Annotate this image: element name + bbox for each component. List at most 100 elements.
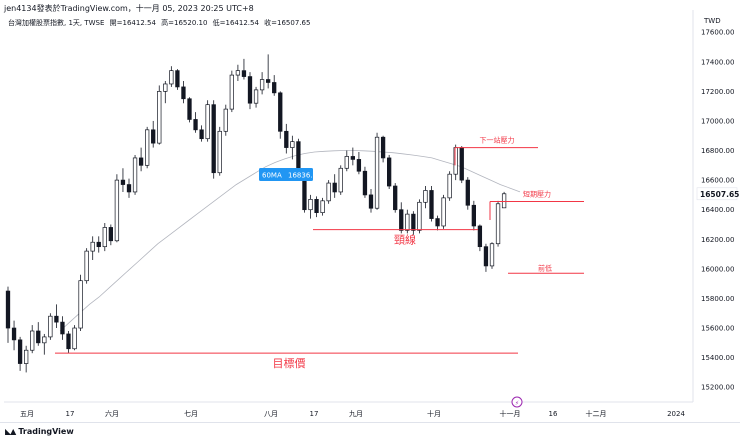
candle-body <box>72 327 77 350</box>
candle-body <box>247 76 253 104</box>
candle-body <box>60 321 65 335</box>
candle-body <box>181 86 186 100</box>
candle-body <box>145 129 150 166</box>
time-tick-label: 六月 <box>105 409 119 418</box>
candle-body <box>42 336 47 344</box>
time-tick-label: 十二月 <box>586 409 607 418</box>
candle-body <box>314 198 319 214</box>
price-tick-label: 15200.00 <box>701 384 734 392</box>
annotation-label: 頸線 <box>394 233 416 247</box>
price-tick-label: 17400.00 <box>701 58 734 66</box>
candle-body <box>54 315 59 323</box>
published-by: jen4134發表於TradingView.com，十一月 05, 2023 2… <box>4 4 254 13</box>
candle-body <box>338 167 343 193</box>
candle-body <box>96 241 101 248</box>
price-tick-label: 17200.00 <box>701 88 734 96</box>
candle-body <box>211 104 216 174</box>
candle-body <box>17 339 23 364</box>
candle-body <box>368 194 374 209</box>
candle-body <box>471 204 476 227</box>
price-tick-label: 16800.00 <box>701 147 734 155</box>
price-tick-label: 16600.00 <box>701 177 734 185</box>
symbol-name[interactable]: 台灣加權股票指數, 1天, TWSE <box>8 19 105 27</box>
candle-body <box>217 130 222 174</box>
ohlc-low: 低=16412.54 <box>212 19 259 27</box>
symbol-legend: 台灣加權股票指數, 1天, TWSE 開=16412.54 高=16520.10… <box>8 18 313 28</box>
ohlc-close: 收=16507.65 <box>264 19 311 27</box>
candle-body <box>362 170 368 196</box>
candle-body <box>266 79 271 83</box>
candle-body <box>205 104 210 140</box>
candle-body <box>66 333 71 350</box>
candle-body <box>163 83 168 92</box>
candle-body <box>326 182 331 202</box>
time-tick-label: 九月 <box>349 409 363 418</box>
candle-body <box>477 225 483 248</box>
candle-body <box>223 108 228 132</box>
time-tick-label: 17 <box>310 410 319 418</box>
candle-body <box>278 92 283 132</box>
candle-body <box>393 185 398 211</box>
candle-body <box>132 157 138 193</box>
annotation-label: 短期壓力 <box>523 190 551 199</box>
candle-body <box>84 250 89 282</box>
ma-tooltip-value: 16836.07 <box>288 172 321 180</box>
candle-body <box>465 179 470 206</box>
event-lightning-icon <box>511 396 523 408</box>
time-tick-label: 十月 <box>427 409 441 418</box>
candle-body <box>320 200 325 214</box>
candle-body <box>175 70 180 88</box>
candle-body <box>411 213 416 231</box>
time-tick-label: 17 <box>66 410 75 418</box>
candle-body <box>157 91 162 144</box>
candle-body <box>387 157 392 187</box>
annotation-label: 前低 <box>538 263 552 272</box>
candle-body <box>399 209 404 231</box>
tradingview-logo-icon: ◣▲ <box>5 427 16 436</box>
ma-tooltip-name: 60MA <box>262 172 282 180</box>
time-tick-label: 五月 <box>20 410 34 418</box>
candle-body <box>429 190 434 219</box>
candle-body <box>151 129 156 144</box>
time-tick-label: 2024 <box>667 410 685 418</box>
annotation-label: 下一站壓力 <box>480 136 515 145</box>
candle-body <box>284 130 289 148</box>
candle-body <box>120 179 126 185</box>
candle-body <box>489 243 495 267</box>
time-tick-label: 16 <box>549 410 558 418</box>
ohlc-open: 開=16412.54 <box>109 19 156 27</box>
candle-body <box>235 70 241 76</box>
time-tick-label: 十一月 <box>500 409 521 418</box>
tradingview-brand[interactable]: ◣▲ TradingView <box>5 427 74 436</box>
candle-body <box>447 173 452 199</box>
candle-body <box>102 227 107 248</box>
price-tick-label: 17600.00 <box>701 29 734 37</box>
candle-body <box>380 136 386 159</box>
candle-body <box>332 182 337 193</box>
candle-body <box>374 136 380 209</box>
price-tick-label: 16400.00 <box>701 206 734 214</box>
price-tick-label: 15800.00 <box>701 295 734 303</box>
price-tick-label: 15600.00 <box>701 325 734 333</box>
candle-body <box>78 280 83 329</box>
candle-body <box>344 156 349 169</box>
candle-body <box>90 241 95 252</box>
candle-body <box>501 193 507 209</box>
candle-body <box>169 70 174 85</box>
candle-body <box>229 74 235 110</box>
candle-body <box>272 82 277 94</box>
candle-body <box>114 179 120 242</box>
price-tick-label: 16200.00 <box>701 236 734 244</box>
candle-body <box>48 315 53 338</box>
candle-body <box>290 141 295 148</box>
candle-body <box>453 147 458 175</box>
candle-body <box>308 198 313 211</box>
candle-body <box>405 213 410 231</box>
price-tick-label: 17000.00 <box>701 117 734 125</box>
price-tick-label: 15400.00 <box>701 354 734 362</box>
candle-body <box>417 201 422 231</box>
ohlc-high: 高=16520.10 <box>161 19 208 27</box>
candle-body <box>441 197 446 227</box>
candle-body <box>36 330 41 344</box>
